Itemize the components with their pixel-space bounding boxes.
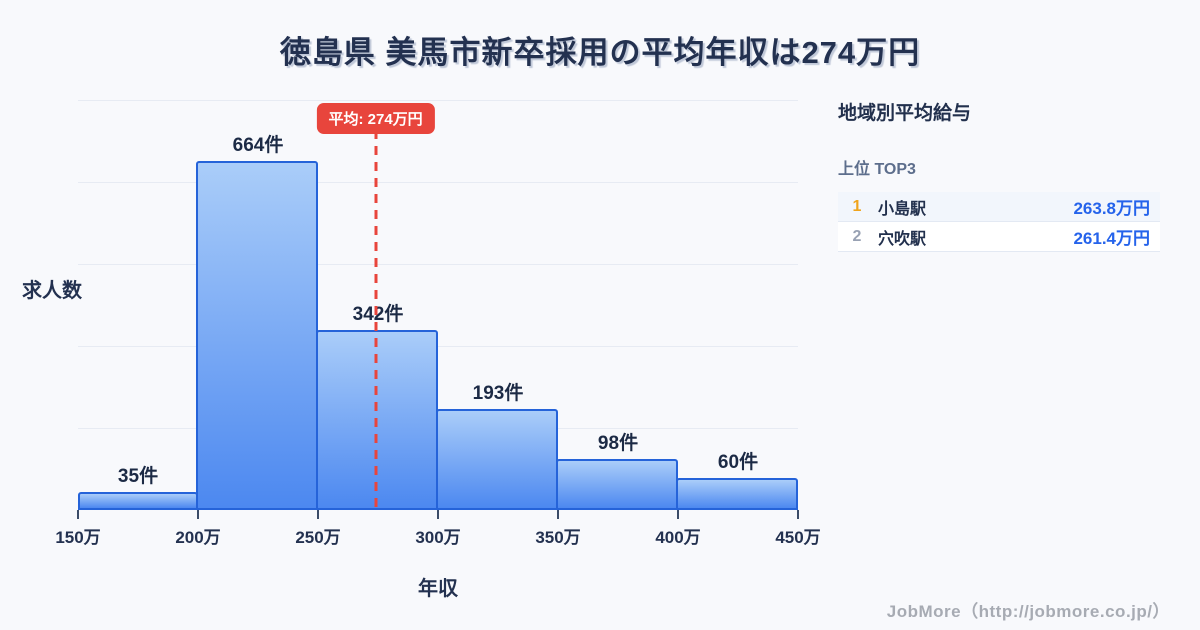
bar-value-label: 35件 [117, 465, 159, 487]
x-axis-tick [557, 510, 559, 519]
ranking-row: 1 小島駅 263.8万円 [838, 192, 1160, 222]
bar-value-label: 98件 [597, 432, 639, 454]
histogram-bar [555, 458, 678, 510]
ranking-list: 1 小島駅 263.8万円 2 穴吹駅 261.4万円 [838, 192, 1160, 252]
footer-credit: JobMore（http://jobmore.co.jp/） [886, 602, 1170, 621]
histogram-bar [436, 408, 558, 510]
x-axis-label: 年収 [418, 578, 458, 600]
ranking-row: 2 穴吹駅 261.4万円 [838, 222, 1160, 252]
gridline [78, 264, 798, 265]
mean-line [374, 130, 378, 510]
x-tick-label: 200万 [175, 528, 221, 547]
bar-value-label: 193件 [472, 382, 524, 404]
page-title: 徳島県 美馬市新卒採用の平均年収は274万円 [279, 35, 921, 70]
x-axis-tick [197, 510, 199, 519]
x-axis-tick [797, 510, 799, 519]
x-tick-label: 300万 [415, 528, 461, 547]
station-name: 穴吹駅 [878, 230, 927, 248]
rank-number: 1 [852, 197, 862, 215]
x-axis-tick [317, 510, 319, 519]
region-salary-panel: 地域別平均給与 上位 TOP3 1 小島駅 263.8万円 2 穴吹駅 261.4万円 [838, 98, 1160, 252]
salary-value: 261.4万円 [1073, 229, 1150, 248]
salary-histogram: 平均: 274万円 35件 664件 342件 193件 98件 60件 150万 200万 2… [55, 100, 821, 547]
bar-value-label: 342件 [352, 304, 404, 326]
rank-number: 2 [852, 227, 862, 245]
y-axis-label: 求人数 [22, 280, 82, 302]
histogram-bar [195, 160, 318, 510]
gridline [78, 182, 798, 183]
panel-subheading: 上位 TOP3 [838, 161, 916, 178]
gridline [78, 346, 798, 347]
x-tick-label: 150万 [55, 528, 101, 547]
x-tick-label: 350万 [535, 528, 581, 547]
gridline [78, 100, 798, 101]
x-tick-label: 450万 [775, 528, 821, 547]
histogram-bar [676, 478, 798, 510]
x-axis-tick [437, 510, 439, 519]
x-axis-tick [77, 510, 79, 519]
mean-value-badge: 平均: 274万円 [316, 103, 435, 134]
x-tick-label: 250万 [295, 528, 341, 547]
panel-heading: 地域別平均給与 [838, 103, 972, 124]
x-axis-tick [677, 510, 679, 519]
bar-value-label: 60件 [717, 452, 759, 474]
bar-value-label: 664件 [232, 134, 284, 156]
x-tick-label: 400万 [655, 528, 701, 547]
histogram-bar [78, 491, 198, 510]
station-name: 小島駅 [878, 200, 927, 218]
salary-value: 263.8万円 [1073, 199, 1150, 218]
